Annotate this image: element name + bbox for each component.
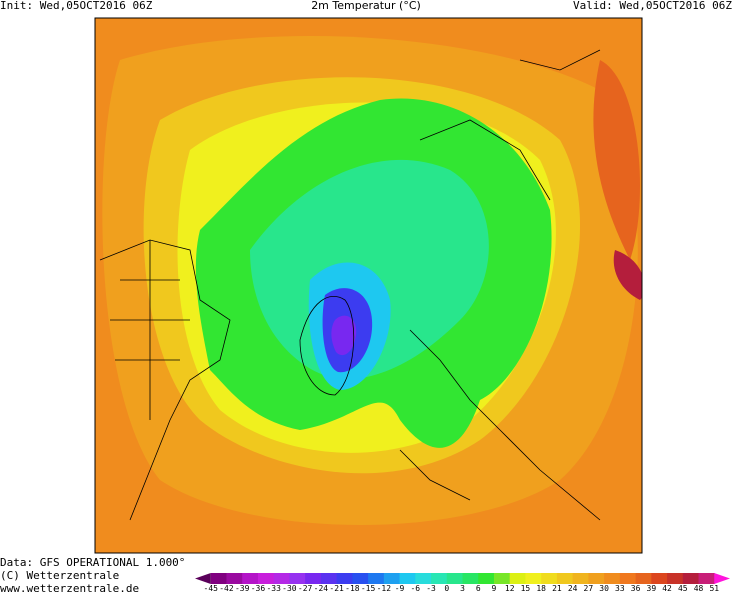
colorbar-tick-label: -39 — [235, 584, 250, 593]
colorbar-swatch — [667, 573, 684, 584]
colorbar-swatch — [604, 573, 621, 584]
colorbar: -45 -42 -39 -36 -33 -30 -27 -24 -21 -18 -15 -12 -9 -6… — [195, 573, 730, 593]
colorbar-tick-label: 12 — [505, 584, 515, 593]
colorbar-tick-label: -24 — [314, 584, 329, 593]
colorbar-swatch — [682, 573, 700, 584]
colorbar-swatch — [431, 573, 448, 584]
valid-label: Valid: Wed,05OCT2016 06Z — [573, 0, 732, 12]
colorbar-tick-label: -9 — [395, 584, 405, 593]
colorbar-tick-label: 9 — [492, 584, 497, 593]
colorbar-swatch — [368, 573, 385, 584]
colorbar-tick-label: -18 — [345, 584, 360, 593]
colorbar-tick-label: -15 — [361, 584, 376, 593]
colorbar-tick-label: -42 — [219, 584, 234, 593]
colorbar-swatch — [210, 573, 227, 584]
colorbar-swatch — [619, 573, 637, 584]
colorbar-swatch — [352, 573, 369, 584]
colorbar-tick-label: 21 — [552, 584, 562, 593]
colorbar-swatch — [320, 573, 338, 584]
colorbar-swatch — [493, 573, 511, 584]
map-frame — [94, 17, 643, 554]
colorbar-swatch — [415, 573, 432, 584]
website: www.wetterzentrale.de — [0, 582, 139, 593]
colorbar-tick-label: 18 — [536, 584, 546, 593]
colorbar-tick-label: -21 — [329, 584, 344, 593]
temperature-field — [95, 18, 642, 553]
colorbar-swatch — [572, 573, 589, 584]
colorbar-tick-label: 36 — [631, 584, 641, 593]
map-title: 2m Temperatur (°C) — [311, 0, 421, 12]
colorbar-tick-label: -3 — [426, 584, 436, 593]
colorbar-tick-label: 33 — [615, 584, 625, 593]
colorbar-swatch — [399, 573, 416, 584]
colorbar-swatch — [525, 573, 542, 584]
colorbar-swatch — [478, 573, 495, 584]
colorbar-swatch — [462, 573, 479, 584]
copyright: (C) Wetterzentrale — [0, 569, 119, 582]
colorbar-tick-label: -12 — [377, 584, 392, 593]
colorbar-tick-label: 30 — [599, 584, 609, 593]
colorbar-swatch — [635, 573, 652, 584]
colorbar-swatch — [242, 573, 259, 584]
colorbar-swatch — [446, 573, 463, 584]
colorbar-arrow — [195, 573, 211, 584]
colorbar-swatch — [383, 573, 401, 584]
colorbar-swatch — [651, 573, 668, 584]
colorbar-tick-label: -36 — [251, 584, 266, 593]
colorbar-swatch — [273, 573, 290, 584]
colorbar-swatch — [305, 573, 322, 584]
colorbar-swatch — [588, 573, 605, 584]
colorbar-tick-label: 51 — [709, 584, 719, 593]
colorbar-tick-label: -27 — [298, 584, 313, 593]
colorbar-tick-label: -30 — [282, 584, 297, 593]
colorbar-arrow — [714, 573, 730, 584]
colorbar-tick-label: 0 — [444, 584, 449, 593]
colorbar-swatch — [289, 573, 306, 584]
colorbar-tick-label: -6 — [410, 584, 420, 593]
colorbar-swatch — [257, 573, 275, 584]
data-source: Data: GFS OPERATIONAL 1.000° — [0, 556, 185, 569]
colorbar-tick-label: -45 — [204, 584, 219, 593]
colorbar-tick-label: 15 — [521, 584, 531, 593]
colorbar-swatch — [336, 573, 353, 584]
colorbar-tick-label: 39 — [647, 584, 657, 593]
colorbar-swatch — [556, 573, 574, 584]
colorbar-swatch — [226, 573, 243, 584]
colorbar-tick-label: 42 — [662, 584, 672, 593]
colorbar-swatch — [698, 573, 715, 584]
colorbar-tick-label: 45 — [678, 584, 688, 593]
colorbar-tick-label: 3 — [460, 584, 465, 593]
colorbar-swatch — [509, 573, 526, 584]
colorbar-tick-label: 24 — [568, 584, 578, 593]
init-label: Init: Wed,05OCT2016 06Z — [0, 0, 153, 12]
colorbar-swatch — [541, 573, 558, 584]
colorbar-tick-label: 48 — [694, 584, 704, 593]
colorbar-tick-label: 6 — [476, 584, 481, 593]
colorbar-tick-label: -33 — [266, 584, 281, 593]
colorbar-tick-label: 27 — [584, 584, 594, 593]
